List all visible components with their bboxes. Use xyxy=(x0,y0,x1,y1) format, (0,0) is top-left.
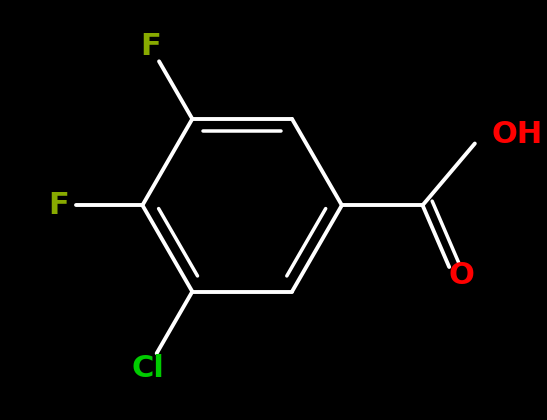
Text: O: O xyxy=(448,261,474,290)
Text: Cl: Cl xyxy=(132,354,165,383)
Text: F: F xyxy=(49,191,69,220)
Text: F: F xyxy=(140,32,161,61)
Text: OH: OH xyxy=(492,121,543,150)
